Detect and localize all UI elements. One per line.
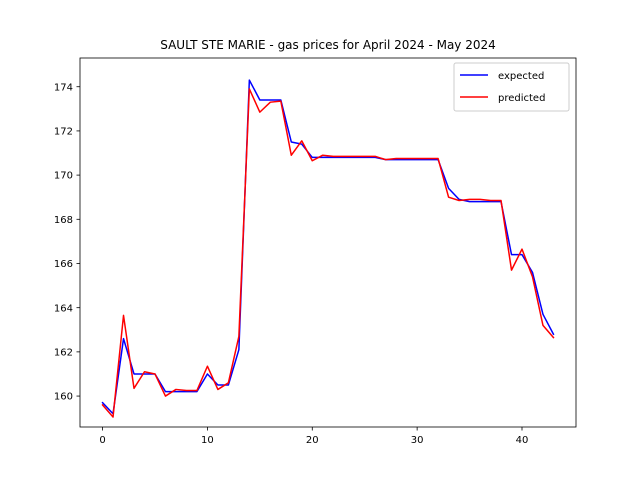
series-line-predicted — [101, 88, 555, 418]
y-tick-label: 164 — [54, 303, 73, 314]
y-tick-label: 172 — [54, 127, 73, 138]
axes-frame — [79, 57, 577, 428]
x-tick-label: 40 — [516, 435, 529, 446]
x-tick-label: 30 — [411, 435, 424, 446]
y-tick-label: 174 — [54, 82, 73, 93]
plot-area: 0 10 20 30 40 160 162 164 166 168 170 172 174 expecte… — [54, 57, 577, 446]
chart-title: SAULT STE MARIE - gas prices for April 2… — [160, 38, 496, 52]
legend-label-expected: expected — [498, 71, 544, 82]
y-tick-label: 166 — [54, 259, 73, 270]
series-line-expected — [101, 79, 555, 415]
y-tick-label: 168 — [54, 215, 73, 226]
x-tick-label: 0 — [99, 435, 105, 446]
x-tick-label: 10 — [201, 435, 214, 446]
y-tick-label: 160 — [54, 392, 73, 403]
x-tick-label: 20 — [306, 435, 319, 446]
legend-label-predicted: predicted — [498, 93, 545, 104]
y-tick-label: 162 — [54, 347, 73, 358]
y-tick-label: 170 — [54, 171, 73, 182]
